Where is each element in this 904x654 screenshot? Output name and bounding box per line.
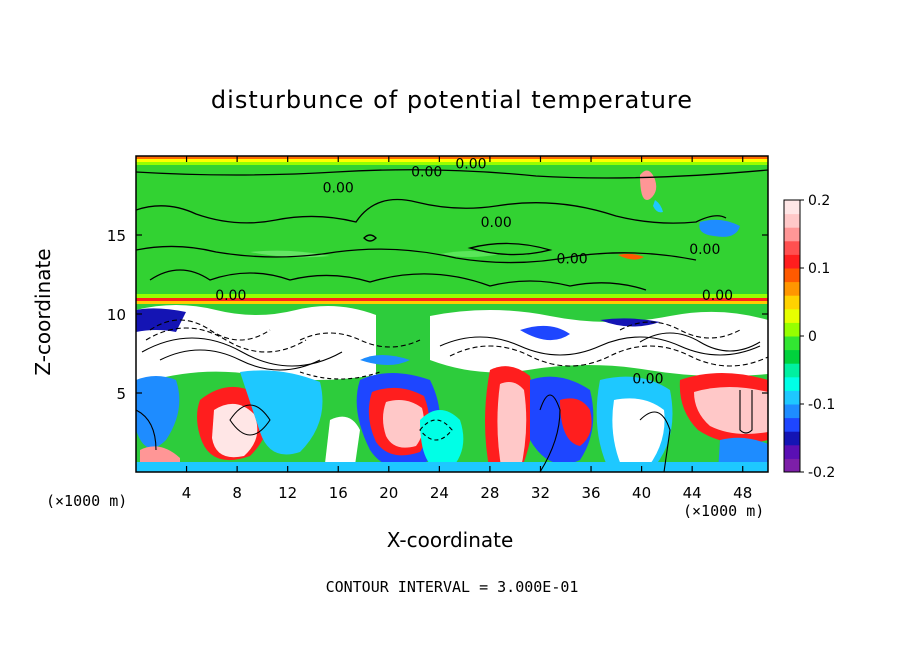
colorbar-tick-label: 0 bbox=[808, 329, 817, 345]
colorbar-swatch bbox=[784, 240, 800, 255]
turbulence-band-1 bbox=[136, 305, 376, 385]
upper-layer-field bbox=[136, 156, 768, 302]
top-band-lime bbox=[136, 162, 768, 165]
y-tick-label: 10 bbox=[107, 306, 126, 324]
colorbar: 0.2 0.1 0 -0.1 -0.2 bbox=[783, 193, 835, 481]
colorbar-swatch bbox=[784, 349, 800, 364]
top-band-yellow bbox=[136, 159, 768, 162]
colorbar-swatch bbox=[784, 444, 800, 459]
heatmap-field bbox=[136, 156, 768, 472]
y-tick-label: 15 bbox=[107, 227, 126, 245]
colorbar-swatch bbox=[784, 458, 800, 473]
vortex-e-cyan bbox=[420, 410, 464, 471]
strat-anomaly-3 bbox=[653, 200, 663, 213]
colorbar-swatch bbox=[784, 376, 800, 391]
colorbar-swatch bbox=[784, 227, 800, 242]
colorbar-tick-label: -0.1 bbox=[808, 397, 835, 413]
y-axis: 5 10 15 bbox=[107, 227, 768, 403]
x-tick-label: 4 bbox=[182, 484, 192, 502]
x-tick-label: 48 bbox=[733, 484, 752, 502]
colorbar-swatch bbox=[784, 254, 800, 269]
vortex-b-cyan bbox=[240, 370, 323, 455]
y-axis-label: Z-coordinate bbox=[31, 248, 55, 376]
x-tick-label: 12 bbox=[278, 484, 297, 502]
x-tick-label: 28 bbox=[480, 484, 499, 502]
colorbar-swatch bbox=[784, 363, 800, 378]
colorbar-swatch bbox=[784, 200, 800, 215]
colorbar-tick-label: -0.2 bbox=[808, 465, 835, 481]
contour-interval-note: CONTOUR INTERVAL = 3.000E-01 bbox=[325, 578, 579, 596]
contour-label: 0.00 bbox=[215, 288, 246, 304]
x-tick-label: 36 bbox=[581, 484, 600, 502]
tropopause-band-yellow bbox=[136, 301, 768, 304]
strat-anomaly-6 bbox=[440, 251, 500, 257]
turbulence-band-2 bbox=[430, 310, 768, 377]
x-unit-label-left: (×1000 m) bbox=[46, 492, 128, 510]
colorbar-swatch bbox=[784, 404, 800, 419]
x-tick-label: 16 bbox=[329, 484, 348, 502]
vortex-i-core bbox=[694, 387, 768, 434]
y-tick-label: 5 bbox=[116, 385, 126, 403]
strat-contours bbox=[136, 169, 768, 291]
x-tick-label: 32 bbox=[531, 484, 550, 502]
colorbar-swatch bbox=[784, 268, 800, 283]
contour-label: 0.00 bbox=[455, 157, 486, 173]
trop-blob-2 bbox=[520, 325, 570, 341]
colorbar-swatch bbox=[784, 281, 800, 296]
vortex-g-red bbox=[560, 398, 592, 446]
contour-label: 0.00 bbox=[702, 288, 733, 304]
x-tick-label: 40 bbox=[632, 484, 651, 502]
colorbar-swatch bbox=[784, 295, 800, 310]
contour-labels: 0.00 0.00 0.00 0.00 0.00 0.00 0.00 0.00 0.00 bbox=[215, 157, 733, 388]
vortex-d-core bbox=[383, 400, 424, 448]
x-axis-label: X-coordinate bbox=[386, 528, 514, 552]
vortex-left-blue bbox=[136, 376, 180, 448]
strat-anomaly-2 bbox=[699, 219, 740, 237]
vortex-f-core bbox=[497, 382, 527, 472]
colorbar-swatch bbox=[784, 390, 800, 405]
trop-contours bbox=[136, 319, 768, 472]
colorbar-swatch bbox=[784, 322, 800, 337]
colorbar-swatch bbox=[784, 308, 800, 323]
vortex-h-white bbox=[612, 398, 665, 472]
colorbar-tick-label: 0.2 bbox=[808, 193, 830, 209]
contour-label: 0.00 bbox=[411, 165, 442, 181]
colorbar-swatch bbox=[784, 431, 800, 446]
x-tick-label: 20 bbox=[379, 484, 398, 502]
vortex-c-white bbox=[324, 416, 360, 472]
surface-band bbox=[136, 462, 768, 472]
strat-anomaly-4 bbox=[618, 253, 644, 260]
tropopause-band-lime bbox=[136, 294, 768, 298]
vortex-a-core bbox=[212, 403, 258, 458]
trop-blob-1 bbox=[136, 308, 186, 332]
contour-label: 0.00 bbox=[323, 180, 354, 196]
colorbar-swatch bbox=[784, 417, 800, 432]
x-tick-label: 24 bbox=[430, 484, 449, 502]
x-tick-label: 8 bbox=[232, 484, 242, 502]
trop-blob-3 bbox=[600, 318, 660, 327]
top-band-orange bbox=[136, 156, 768, 159]
colorbar-swatch bbox=[784, 336, 800, 351]
trop-blob-4 bbox=[360, 355, 410, 365]
contour-label: 0.00 bbox=[556, 251, 587, 267]
colorbar-swatch bbox=[784, 213, 800, 228]
colorbar-tick-label: 0.1 bbox=[808, 261, 830, 277]
x-axis: 4 8 12 16 20 24 28 32 36 40 44 48 bbox=[182, 156, 752, 502]
contour-label: 0.00 bbox=[481, 215, 512, 231]
chart-title: disturbunce of potential temperature bbox=[210, 86, 694, 114]
x-tick-label: 44 bbox=[683, 484, 702, 502]
tropopause-band-red bbox=[136, 298, 768, 301]
x-unit-label-right: (×1000 m) bbox=[683, 502, 765, 520]
contour-label: 0.00 bbox=[689, 242, 720, 258]
contour-label: 0.00 bbox=[632, 372, 663, 388]
